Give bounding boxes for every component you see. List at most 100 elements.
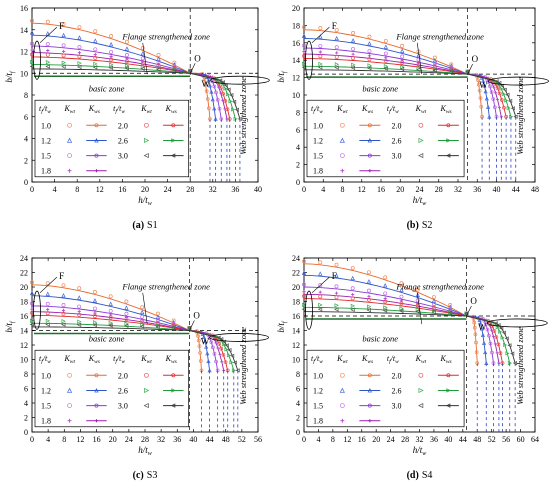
f-ellipse [305,40,313,80]
kws-marker-2.6 [172,67,177,72]
y-axis-label-sub: f [281,70,288,73]
kwt-curve-2.6 [304,65,468,75]
kws-marker-2.0 [302,294,306,299]
kws-marker-1.8 [46,48,50,53]
kws-marker-1.8 [77,51,82,55]
kws-marker-1.2 [93,38,98,43]
legend-kwt-marker-1.5 [67,403,72,408]
legend-kws-marker-1.5 [94,153,99,158]
kws-marker-1.2 [383,44,388,49]
x-tick-label: 64 [531,435,539,444]
legend-kwt-marker-2.6 [418,137,424,144]
legend-ratio-label: 1.8 [41,167,51,176]
kws-web-marker-1.5 [485,327,490,332]
kws-web-marker-2.6 [505,351,510,356]
x-tick-label: 36 [473,185,481,194]
kws-marker-2.0 [140,61,145,66]
kws-marker-3.0 [92,322,97,328]
legend-kwt-marker-1.2 [67,137,73,143]
kws-marker-3.0 [448,68,454,74]
panel-caption-letter: (b) [407,220,419,231]
panel-caption: (d) S4 [407,470,433,481]
kws-marker-1.5 [400,54,405,59]
y-tick-label: 4 [24,399,28,408]
kws-marker-1.5 [93,306,97,311]
kws-marker-1.2 [350,275,355,281]
kws-web-marker-1.8 [496,98,500,102]
kws-marker-1.5 [350,286,355,291]
y-tick-label: 14 [292,327,300,336]
y-axis-label-sub: f [9,70,16,73]
kws-marker-1.2 [124,46,130,51]
kws-web-marker-2.6 [504,98,509,103]
x-tick-label: 44 [206,435,214,444]
kws-web-marker-3.0 [505,92,510,97]
kws-marker-1.8 [334,291,339,295]
label-o: O [472,54,479,64]
kws-marker-2.0 [334,55,339,59]
kws-web-marker-2.0 [502,105,506,110]
kws-marker-1.8 [351,52,355,56]
x-tick-label: 8 [341,185,345,194]
legend-header-ratio-main: t [39,104,42,113]
x-tick-label: 36 [231,185,239,194]
y-tick-label: 2 [296,161,300,170]
kws-web-marker-3.0 [229,93,234,98]
legend-header-kws-2: Kws [440,104,452,115]
kws-web-marker-1.2 [207,83,212,88]
kws-web-marker-2.0 [499,98,504,102]
panel-s1: 0 4 8 12 16 20 24 28 32 36 400246810121416h/twb/tf… [4,4,270,231]
kws-marker-2.0 [109,57,114,62]
legend-header-kwt-2-sub: wt [147,359,153,365]
kws-marker-2.6 [351,62,356,67]
kws-marker-3.0 [45,322,50,327]
kws-marker-2.6 [350,303,356,309]
legend-header-ratio-sub: f [41,358,44,365]
kws-marker-1.0 [350,266,355,270]
kws-marker-2.0 [45,311,50,316]
kws-marker-1.8 [93,52,97,57]
kws-web-marker-2.0 [225,107,230,112]
kws-marker-1.5 [124,311,129,316]
legend-ratio-label: 1.2 [41,386,51,395]
kws-web-marker-3.0 [218,78,223,83]
web-zone-label: Web strengthened zone [515,77,525,155]
kws-web-marker-1.0 [207,106,211,111]
legend-header-kwt-2-main: K [140,354,147,363]
flange-zone-label: Flange strengthened zone [395,281,484,291]
legend-kws-marker-1.5 [367,153,372,158]
kws-web-marker-1.0 [202,77,207,82]
kws-web-marker-1.2 [202,339,208,344]
panel-caption-name: S4 [422,470,433,481]
kws-marker-2.0 [124,59,129,64]
panel-caption: (c) S3 [133,470,158,481]
kws-marker-3.0 [432,68,437,73]
kws-marker-1.2 [318,34,323,39]
legend-kwt-marker-2.0 [144,122,149,128]
x-tick-label: 0 [30,185,34,194]
legend-header-ratio-2-sub2: w [121,109,125,115]
x-axis-label-main: h/t [413,195,423,205]
kws-web-marker-2.0 [494,335,499,339]
legend-box [306,99,465,178]
legend-ratio-label: 3.0 [392,152,402,161]
kws-marker-2.0 [140,319,145,324]
legend-kws-marker-3.0 [170,153,176,158]
o-pointer [466,305,472,317]
kwt-curve-3.0 [32,326,190,331]
kws-marker-2.6 [30,318,35,323]
kwt-curve-1.5 [303,47,468,75]
x-tick-label: 44 [512,185,520,194]
kws-marker-1.8 [30,307,34,311]
kwt-curve-2.6 [32,322,190,331]
kws-web-marker-1.5 [484,322,488,327]
legend-kwt-marker-2.0 [144,372,149,378]
kws-marker-2.6 [124,321,129,326]
kws-web-marker-1.5 [214,359,218,364]
kws-marker-1.5 [367,49,372,53]
kws-web-marker-1.2 [481,78,486,83]
label-w: W [201,336,210,346]
kws-web-marker-1.2 [480,332,485,337]
y-tick-label: 16 [292,312,300,321]
kws-marker-1.2 [124,305,129,310]
